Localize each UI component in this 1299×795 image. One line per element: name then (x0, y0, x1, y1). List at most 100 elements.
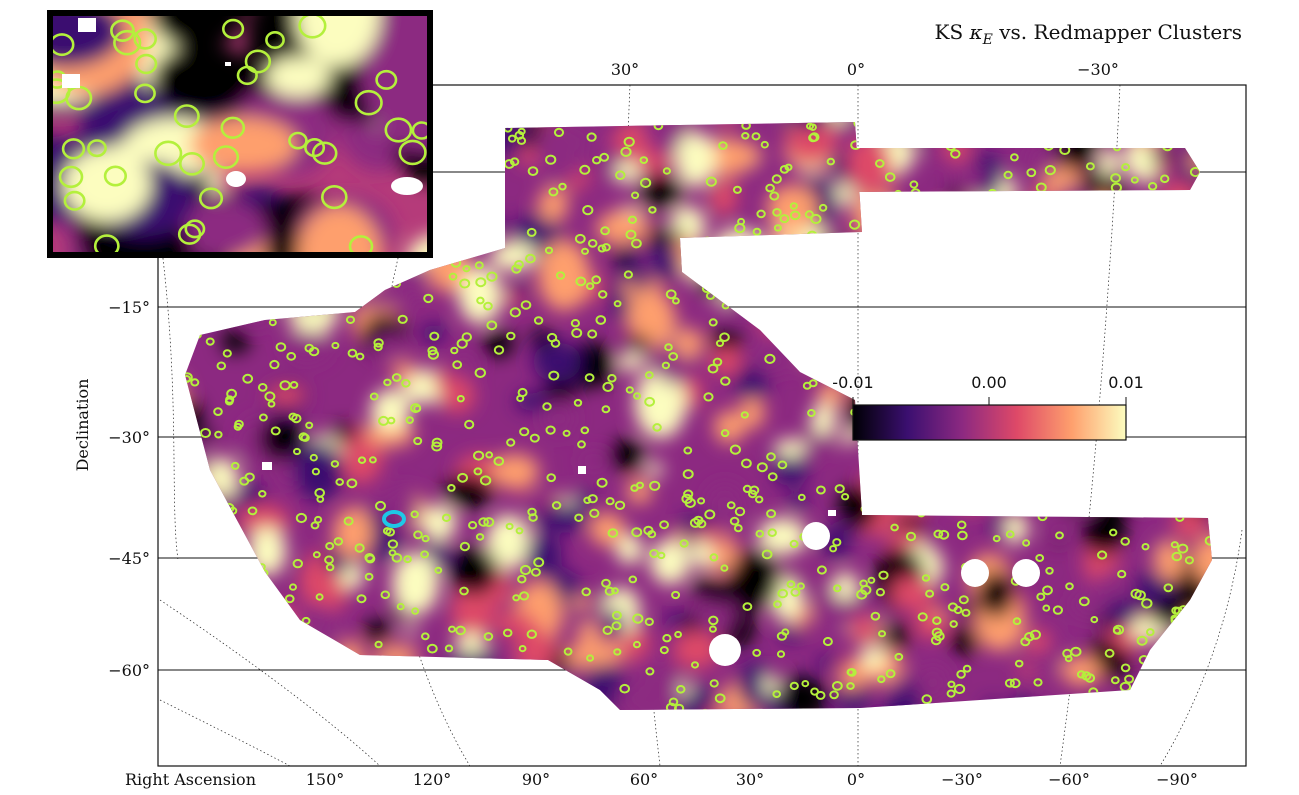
cluster-marker (235, 694, 245, 704)
cluster-marker (861, 261, 873, 272)
map-texture-blob (674, 329, 704, 358)
cluster-marker (222, 349, 232, 358)
map-texture-blob (240, 283, 273, 327)
plot-frame (157, 84, 1247, 767)
map-texture-blob (525, 534, 562, 576)
cluster-marker (964, 371, 973, 379)
map-texture-blob (392, 552, 439, 615)
cluster-marker (391, 373, 402, 382)
cluster-marker (761, 549, 773, 560)
cluster-marker (644, 617, 654, 626)
cluster-marker (570, 319, 581, 328)
cluster-marker (1122, 485, 1133, 494)
cluster-marker (216, 361, 227, 371)
cluster-marker (627, 215, 638, 225)
cluster-marker (1171, 551, 1183, 562)
cluster-marker (1065, 582, 1074, 591)
cluster-marker (449, 709, 458, 710)
cluster-marker (265, 30, 285, 49)
map-texture-blob (1154, 309, 1187, 336)
cluster-marker (808, 133, 818, 143)
cluster-marker (875, 159, 885, 168)
cluster-marker (793, 243, 803, 253)
cluster-marker (1191, 671, 1201, 680)
map-texture-blob (762, 676, 780, 695)
cluster-marker (1033, 501, 1045, 512)
cluster-marker (311, 141, 338, 165)
map-texture-blob (1204, 567, 1212, 585)
cluster-marker (1141, 543, 1150, 551)
cluster-marker (789, 539, 799, 549)
map-texture-blob (723, 282, 757, 323)
map-texture-blob (650, 539, 690, 585)
cluster-marker (354, 89, 383, 116)
cluster-marker (185, 680, 186, 690)
cluster-marker (752, 648, 762, 657)
map-texture-blob (763, 255, 800, 286)
cluster-marker (267, 400, 276, 408)
cluster-marker (1100, 122, 1111, 125)
cluster-marker (936, 359, 947, 369)
cluster-marker (1117, 569, 1127, 579)
cluster-marker (1120, 663, 1131, 673)
cluster-marker (526, 227, 537, 237)
cluster-marker (756, 462, 768, 473)
cluster-marker (519, 427, 530, 437)
map-texture-blob (207, 649, 227, 669)
top-tick-30: 30° (611, 60, 639, 79)
cluster-marker (544, 246, 554, 255)
cluster-marker (878, 630, 886, 638)
cluster-marker (631, 527, 643, 538)
map-texture-blob (1130, 450, 1169, 474)
map-texture-blob (185, 399, 203, 435)
map-texture-blob (675, 131, 717, 188)
cluster-marker (191, 684, 203, 695)
map-texture-blob (267, 385, 305, 405)
map-texture-blob (1006, 218, 1025, 232)
cluster-marker (295, 512, 307, 524)
cluster-marker (766, 452, 776, 462)
cluster-marker (662, 167, 672, 175)
cluster-marker (278, 699, 288, 707)
cluster-marker (230, 577, 241, 586)
cluster-marker (940, 583, 950, 592)
dec-tick-minus30: −30° (108, 428, 150, 447)
cluster-marker (684, 497, 696, 508)
cluster-marker (796, 582, 805, 590)
cluster-marker (275, 602, 286, 613)
cluster-marker (962, 127, 971, 135)
map-texture-blob (201, 678, 224, 690)
map-texture-blob (1183, 605, 1212, 633)
cluster-marker (607, 528, 619, 538)
cluster-marker (605, 497, 615, 506)
cluster-marker (1130, 176, 1139, 184)
cluster-marker (1194, 452, 1203, 461)
map-texture-blob (185, 448, 214, 495)
cluster-marker (1069, 369, 1079, 378)
map-texture-blob (1193, 444, 1212, 467)
map-texture-blob (739, 143, 760, 167)
cluster-marker (135, 53, 158, 75)
cluster-marker (581, 247, 589, 255)
map-texture-blob (1091, 226, 1112, 241)
cluster-marker (427, 349, 439, 360)
cluster-marker (369, 456, 377, 464)
cluster-marker (840, 333, 850, 343)
cluster-marker (777, 460, 788, 470)
cluster-marker (1214, 406, 1221, 412)
cluster-marker (1042, 253, 1052, 263)
cluster-marker (355, 705, 366, 710)
map-texture-blob (1170, 671, 1208, 710)
masked-regions (262, 462, 1040, 666)
cluster-marker (1047, 276, 1057, 284)
cluster-marker (507, 134, 517, 143)
cluster-marker (1012, 617, 1022, 626)
cluster-marker (856, 589, 868, 600)
cluster-marker (1106, 441, 1117, 451)
cluster-marker (729, 444, 742, 455)
map-texture-blob (613, 250, 634, 267)
map-texture-blob (1180, 386, 1202, 407)
cluster-marker (288, 662, 298, 671)
cluster-marker (1101, 281, 1114, 292)
